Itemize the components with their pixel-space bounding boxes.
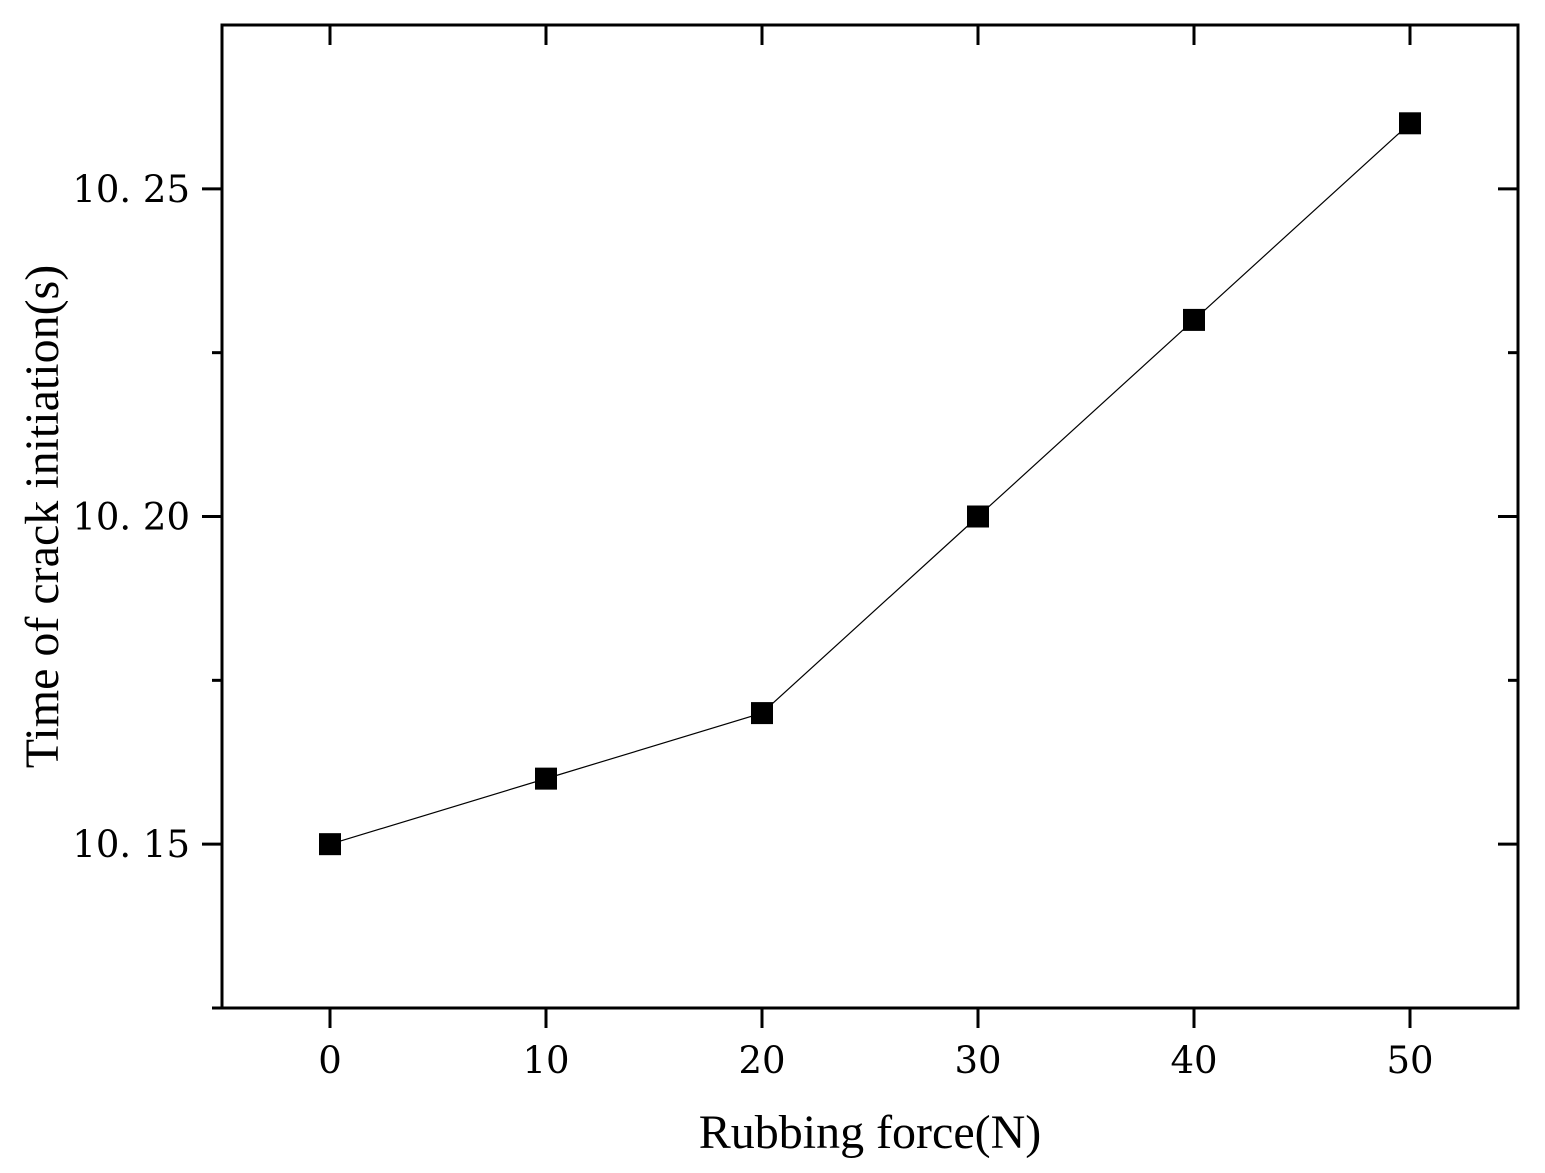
data-point-marker [319, 833, 341, 856]
x-tick-label: 30 [954, 1039, 1001, 1082]
data-point-marker [1183, 308, 1205, 331]
data-point-marker [535, 767, 557, 790]
y-tick-label: 10. 15 [72, 823, 190, 866]
data-point-marker [751, 702, 773, 725]
y-tick-label: 10. 25 [72, 168, 190, 211]
data-point-marker [1399, 112, 1421, 135]
x-tick-label: 10 [522, 1039, 569, 1082]
x-axis-title: Rubbing force(N) [699, 1106, 1042, 1159]
y-tick-label: 10. 20 [72, 496, 190, 539]
series-line [329, 122, 1411, 845]
x-tick-label: 40 [1170, 1039, 1217, 1082]
y-tick-labels: 10. 15 10. 20 10. 25 [72, 168, 190, 866]
x-tick-label: 20 [738, 1039, 785, 1082]
x-tick-label: 50 [1386, 1039, 1433, 1082]
axis-ticks [202, 25, 1518, 1028]
x-tick-label: 0 [318, 1039, 342, 1082]
y-axis-title: Time of crack initiation(s) [16, 265, 69, 768]
x-tick-labels: 0 10 20 30 40 50 [318, 1039, 1433, 1082]
plot-frame [220, 23, 1520, 1010]
data-point-marker [967, 505, 989, 528]
series-group [319, 112, 1421, 856]
